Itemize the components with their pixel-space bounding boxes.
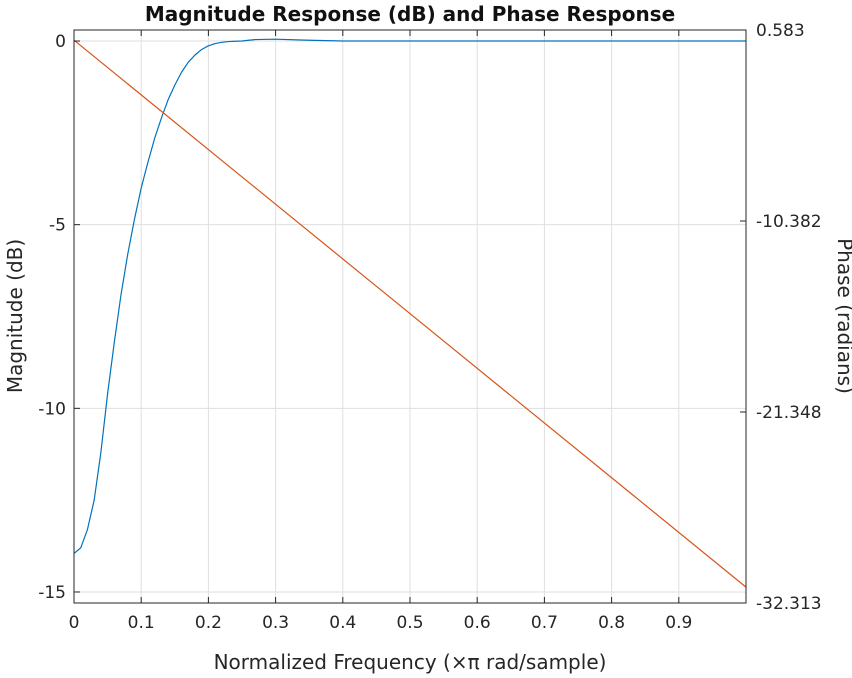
y-left-tick-label: -15 bbox=[38, 583, 66, 603]
x-tick-label: 0.9 bbox=[665, 613, 692, 633]
x-axis-label: Normalized Frequency (×π rad/sample) bbox=[214, 650, 607, 674]
x-tick-label: 0.4 bbox=[329, 613, 356, 633]
x-tick-label: 0.3 bbox=[262, 613, 289, 633]
y-axis-label-left: Magnitude (dB) bbox=[3, 239, 27, 393]
x-tick-label: 0.2 bbox=[195, 613, 222, 633]
y-axis-label-right: Phase (radians) bbox=[833, 238, 852, 394]
y-left-tick-label: -5 bbox=[49, 216, 66, 236]
chart-title: Magnitude Response (dB) and Phase Respon… bbox=[145, 2, 675, 26]
x-tick-label: 0.8 bbox=[598, 613, 625, 633]
x-tick-label: 0.7 bbox=[531, 613, 558, 633]
x-tick-label: 0.1 bbox=[128, 613, 155, 633]
x-tick-label: 0 bbox=[69, 613, 80, 633]
series-layer bbox=[73, 38, 747, 588]
x-tick-label: 0.5 bbox=[396, 613, 423, 633]
y-right-tick-label: -21.348 bbox=[756, 403, 822, 423]
x-tick-label: 0.6 bbox=[464, 613, 491, 633]
y-left-tick-label: -10 bbox=[38, 399, 66, 419]
y-right-tick-label: 0.583 bbox=[756, 21, 805, 41]
ticks: 0 0.1 0.2 0.3 0.4 0.5 0.6 0.7 0.8 0.9 0 -5 -10 -15 0.5… bbox=[38, 21, 821, 633]
y-left-tick-label: 0 bbox=[55, 32, 66, 52]
y-right-tick-label: -10.382 bbox=[756, 212, 822, 232]
phase-response-line bbox=[73, 39, 747, 588]
magnitude-response-line bbox=[73, 38, 746, 554]
y-right-tick-label: -32.313 bbox=[756, 594, 822, 614]
